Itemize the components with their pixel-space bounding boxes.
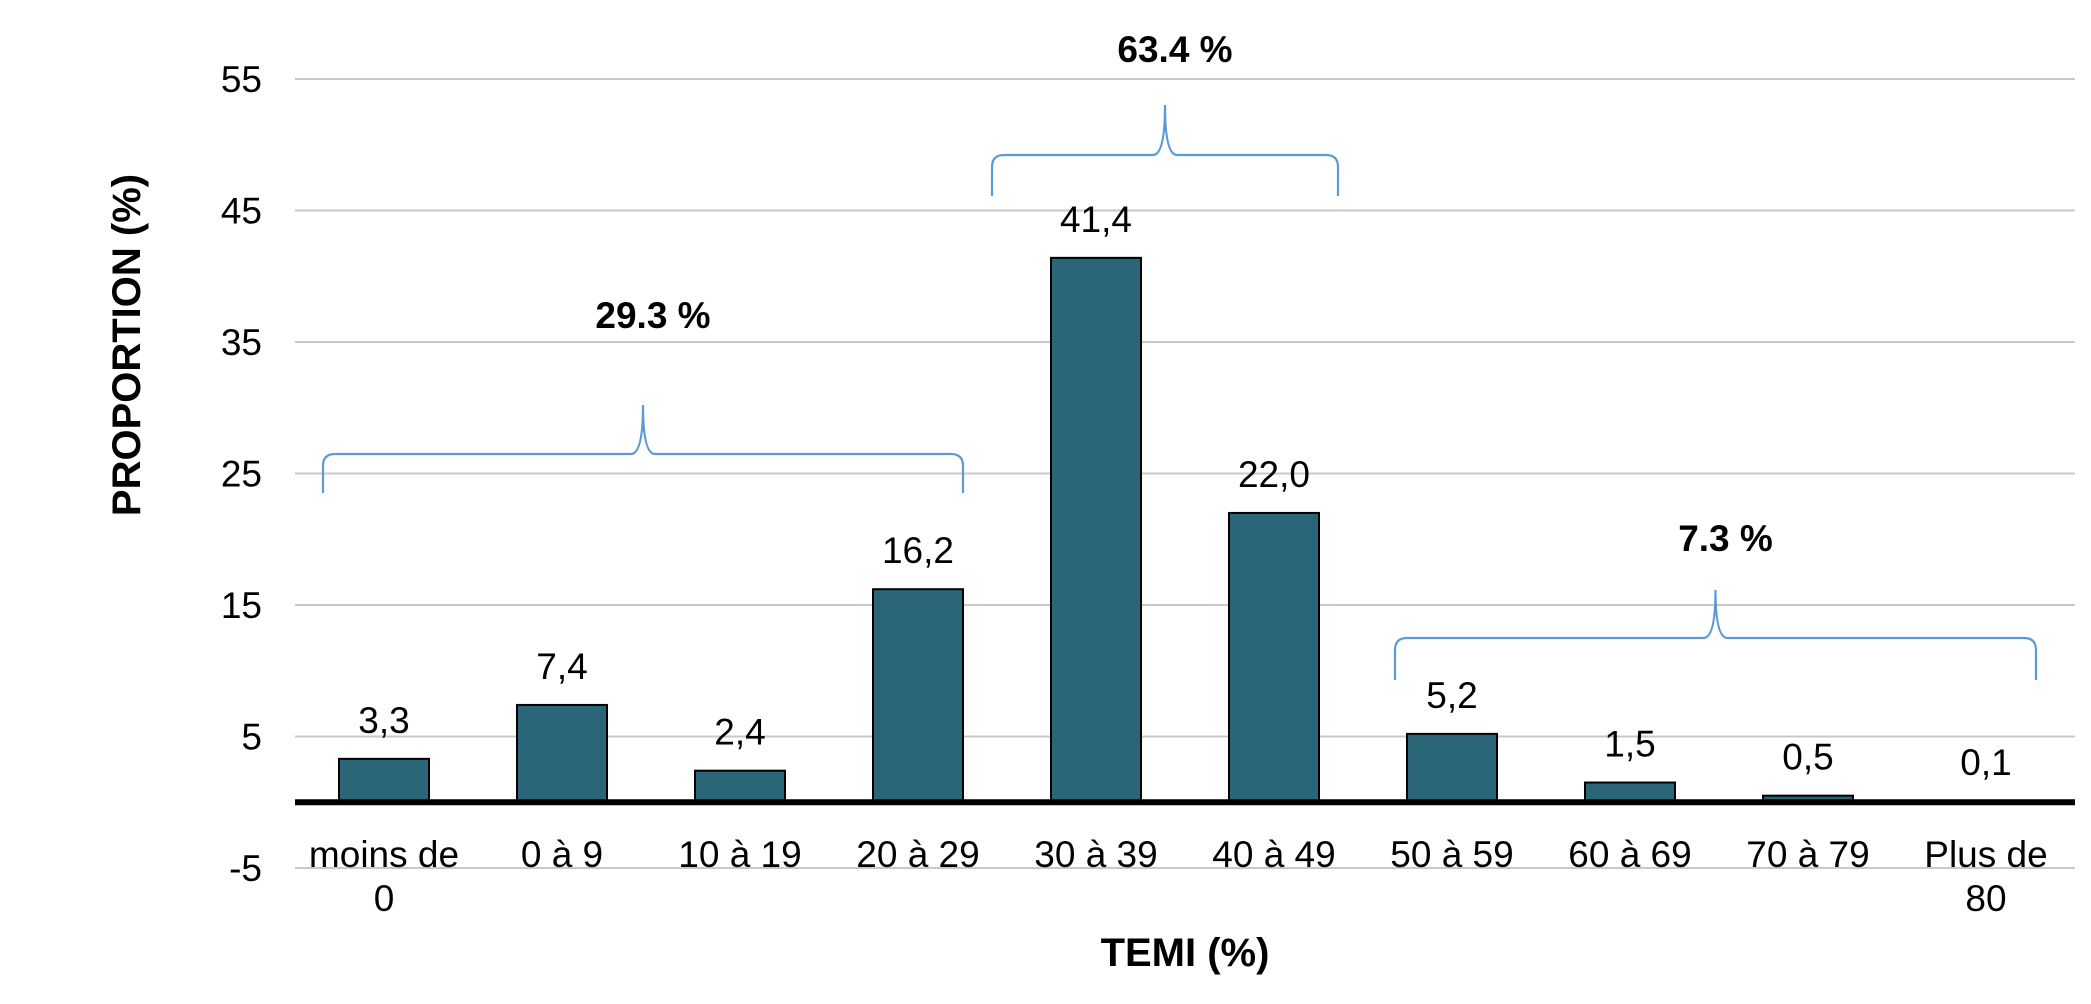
data-label: 0,1: [1960, 742, 2011, 783]
x-tick-label: 20 à 29: [856, 834, 979, 875]
x-tick-label: 40 à 49: [1212, 834, 1335, 875]
bar: [1406, 732, 1498, 804]
x-tick-label-line: 80: [1965, 878, 2006, 919]
y-tick-label: 55: [221, 59, 262, 100]
x-tick-label: moins de 0: [309, 834, 459, 919]
group-brace: [321, 404, 965, 493]
x-tick-label-line: 30 à 39: [1034, 834, 1157, 875]
x-axis-title: TEMI (%): [1101, 931, 1270, 975]
y-tick-label: 35: [221, 322, 262, 363]
bar: [694, 769, 786, 804]
group-brace: [990, 104, 1340, 196]
data-label: 16,2: [882, 530, 954, 571]
bars: [338, 256, 2032, 804]
group-brace: [1393, 589, 2038, 680]
data-label: 7,4: [536, 646, 587, 687]
y-tick-label: 45: [221, 191, 262, 232]
bar: [338, 757, 430, 804]
x-tick-label-line: 70 à 79: [1746, 834, 1869, 875]
x-tick-label-line: 50 à 59: [1390, 834, 1513, 875]
x-tick-label: 50 à 59: [1390, 834, 1513, 875]
x-axis-ticks: moins de 0 0 à 9 10 à 19 20 à 29 30 à 39 40 à …: [309, 834, 2048, 919]
bar: [1050, 256, 1142, 804]
group-percent-label: 63.4 %: [1117, 29, 1232, 70]
group-braces: 29.3 % 63.4 % 7.3 %: [321, 29, 2038, 680]
data-label: 2,4: [714, 712, 765, 753]
data-label: 0,5: [1782, 737, 1833, 778]
bar: [1228, 511, 1320, 804]
y-tick-label: 15: [221, 585, 262, 626]
y-tick-label: 5: [241, 717, 262, 758]
data-label: 5,2: [1426, 675, 1477, 716]
x-tick-label-line: 20 à 29: [856, 834, 979, 875]
y-axis-ticks: -5 5 15 25 35 45 55: [221, 59, 262, 889]
y-axis-title: PROPORTION (%): [105, 174, 149, 516]
group-percent-label: 29.3 %: [595, 295, 710, 336]
x-tick-label: 60 à 69: [1568, 834, 1691, 875]
y-tick-label: 25: [221, 454, 262, 495]
x-tick-label: 10 à 19: [678, 834, 801, 875]
group-percent-label: 7.3 %: [1678, 518, 1773, 559]
x-tick-label-line: 60 à 69: [1568, 834, 1691, 875]
x-tick-label: 30 à 39: [1034, 834, 1157, 875]
x-tick-label-line: 10 à 19: [678, 834, 801, 875]
x-tick-label-line: moins de: [309, 834, 459, 875]
y-tick-label: -5: [229, 848, 262, 889]
data-label: 3,3: [358, 700, 409, 741]
bar: [872, 588, 964, 804]
x-tick-label-line: Plus de: [1924, 834, 2047, 875]
data-label: 1,5: [1604, 724, 1655, 765]
x-tick-label: 70 à 79: [1746, 834, 1869, 875]
x-tick-label-line: 0: [374, 878, 395, 919]
x-tick-label-line: 0 à 9: [521, 834, 603, 875]
data-label: 41,4: [1060, 199, 1132, 240]
x-tick-label-line: 40 à 49: [1212, 834, 1335, 875]
x-tick-label: Plus de 80: [1924, 834, 2047, 919]
x-tick-label: 0 à 9: [521, 834, 603, 875]
data-labels: 3,3 7,4 2,4 16,2 41,4 22,0 5,2 1,5 0,5 0,1: [358, 199, 2011, 783]
bar: [516, 703, 608, 804]
data-label: 22,0: [1238, 454, 1310, 495]
